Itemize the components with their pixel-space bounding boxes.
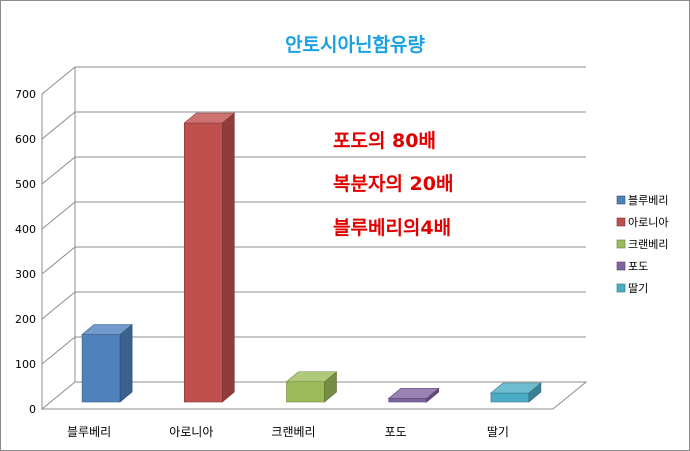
legend-item-2: 아로니아 xyxy=(616,216,668,229)
y-tick-label: 500 xyxy=(15,178,36,191)
annotation-grape: 포도의 80배 xyxy=(333,130,436,152)
y-axis-ticks: 0 100 200 300 400 500 600 700 xyxy=(15,88,36,416)
gridline-diag xyxy=(41,111,76,140)
y-tick-label: 0 xyxy=(29,403,36,416)
x-tick-label: 크랜베리 xyxy=(271,425,315,439)
legend-label: 딸기 xyxy=(628,282,648,295)
legend-label: 포도 xyxy=(628,260,648,273)
gridline-diag xyxy=(41,336,76,365)
legend-item-4: 포도 xyxy=(616,260,648,273)
annotation-raspberry: 복분자의 20배 xyxy=(333,173,453,195)
y-tick-label: 200 xyxy=(15,313,36,326)
chart-title: 안토시아닌함유량 xyxy=(285,34,425,56)
annotation-blueberry: 블루베리의4배 xyxy=(333,217,451,239)
gridline-diag xyxy=(41,201,76,230)
legend-label: 크랜베리 xyxy=(628,238,668,251)
x-axis-labels: 블루베리 아로니아 크랜베리 포도 딸기 xyxy=(67,425,509,439)
x-tick-label: 블루베리 xyxy=(67,425,111,439)
bars xyxy=(81,112,542,403)
gridline-diag xyxy=(41,291,76,320)
gridline-diag xyxy=(41,66,76,95)
legend-item-1: 블루베리 xyxy=(616,194,668,207)
bar-4 xyxy=(387,387,440,403)
y-tick-label: 600 xyxy=(15,133,36,146)
x-tick-label: 포도 xyxy=(385,425,407,439)
gridline-diag xyxy=(41,156,76,185)
legend-item-3: 크랜베리 xyxy=(616,238,668,251)
bar-2 xyxy=(183,112,236,403)
x-tick-label: 아로니아 xyxy=(169,425,213,439)
y-tick-label: 400 xyxy=(15,223,36,236)
y-tick-label: 300 xyxy=(15,268,36,281)
legend-label: 블루베리 xyxy=(628,194,668,207)
x-tick-label: 딸기 xyxy=(487,425,509,439)
y-tick-label: 700 xyxy=(15,88,36,101)
gridline-diag xyxy=(41,246,76,275)
bar-5 xyxy=(490,382,542,403)
gridlines xyxy=(41,66,586,409)
bar-1 xyxy=(81,323,133,403)
legend-item-5: 딸기 xyxy=(616,282,648,295)
y-tick-label: 100 xyxy=(15,358,36,371)
legend-label: 아로니아 xyxy=(628,216,668,229)
bar-3 xyxy=(285,371,338,403)
